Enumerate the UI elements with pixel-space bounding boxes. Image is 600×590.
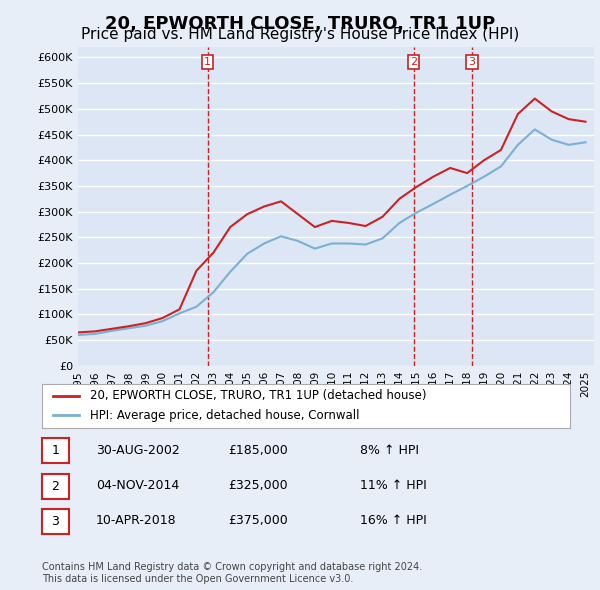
Text: £325,000: £325,000 bbox=[228, 479, 287, 492]
Text: £375,000: £375,000 bbox=[228, 514, 288, 527]
Text: 11% ↑ HPI: 11% ↑ HPI bbox=[360, 479, 427, 492]
Text: £185,000: £185,000 bbox=[228, 444, 288, 457]
Text: HPI: Average price, detached house, Cornwall: HPI: Average price, detached house, Corn… bbox=[89, 409, 359, 422]
Text: 04-NOV-2014: 04-NOV-2014 bbox=[96, 479, 179, 492]
Text: 20, EPWORTH CLOSE, TRURO, TR1 1UP: 20, EPWORTH CLOSE, TRURO, TR1 1UP bbox=[105, 15, 495, 33]
Text: Contains HM Land Registry data © Crown copyright and database right 2024.
This d: Contains HM Land Registry data © Crown c… bbox=[42, 562, 422, 584]
Text: 3: 3 bbox=[52, 515, 59, 528]
Text: 2: 2 bbox=[52, 480, 59, 493]
Text: 30-AUG-2002: 30-AUG-2002 bbox=[96, 444, 180, 457]
Text: 1: 1 bbox=[52, 444, 59, 457]
Text: 20, EPWORTH CLOSE, TRURO, TR1 1UP (detached house): 20, EPWORTH CLOSE, TRURO, TR1 1UP (detac… bbox=[89, 389, 426, 402]
Text: 10-APR-2018: 10-APR-2018 bbox=[96, 514, 176, 527]
Text: 2: 2 bbox=[410, 57, 417, 67]
Text: 3: 3 bbox=[469, 57, 475, 67]
Text: 1: 1 bbox=[204, 57, 211, 67]
Text: 8% ↑ HPI: 8% ↑ HPI bbox=[360, 444, 419, 457]
Text: Price paid vs. HM Land Registry's House Price Index (HPI): Price paid vs. HM Land Registry's House … bbox=[81, 27, 519, 41]
Text: 16% ↑ HPI: 16% ↑ HPI bbox=[360, 514, 427, 527]
